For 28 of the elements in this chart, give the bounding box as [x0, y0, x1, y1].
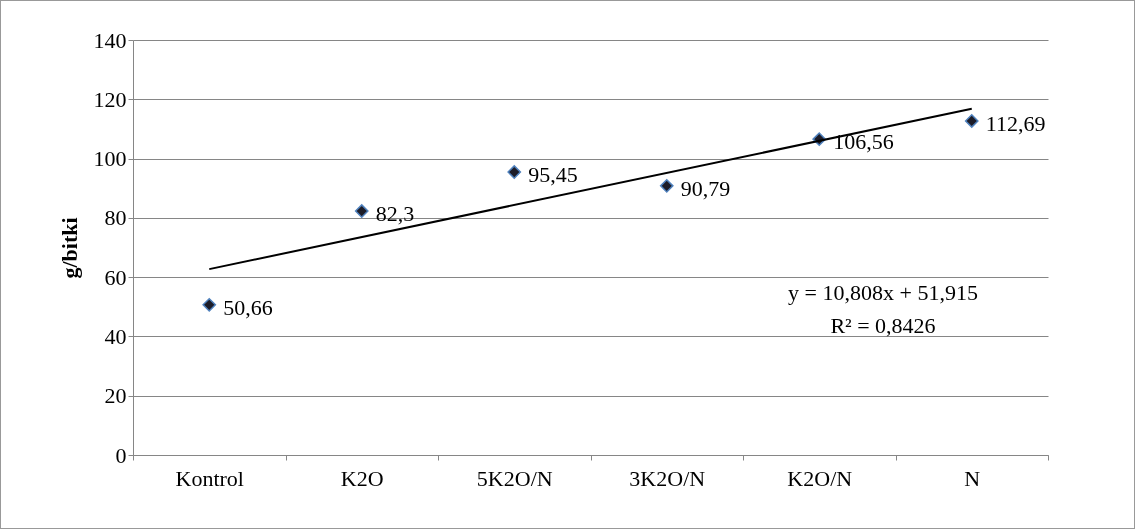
y-axis-title: g/bitki [56, 217, 82, 279]
x-tick-label: 5K2O/N [476, 465, 553, 491]
y-tick-label: 100 [93, 146, 127, 172]
x-tick-label: K2O/N [787, 465, 853, 491]
y-tick-label: 40 [104, 323, 127, 349]
data-label: 106,56 [833, 129, 894, 155]
data-label: 95,45 [528, 162, 578, 188]
x-tick-label: 3K2O/N [629, 465, 706, 491]
data-label: 50,66 [223, 294, 273, 320]
data-label: 82,3 [375, 201, 415, 227]
point [354, 204, 369, 218]
x-tick-label: N [964, 465, 981, 491]
annotation: R² = 0,8426 [830, 313, 936, 338]
y-tick-label: 80 [104, 205, 127, 231]
y-tick-label: 140 [93, 27, 127, 53]
y-tick-label: 0 [115, 442, 127, 468]
x-tick-label: Kontrol [175, 465, 244, 491]
point [964, 114, 979, 128]
x-tick-label: K2O [340, 465, 384, 491]
y-tick-label: 120 [93, 86, 127, 112]
point [659, 179, 674, 193]
y-tick-label: 60 [104, 264, 127, 290]
point [202, 297, 217, 312]
annotation: y = 10,808x + 51,915 [788, 280, 978, 305]
data-label: 90,79 [680, 175, 731, 201]
y-tick-label: 20 [104, 383, 127, 409]
point [507, 165, 522, 179]
data-label: 112,69 [985, 110, 1046, 136]
